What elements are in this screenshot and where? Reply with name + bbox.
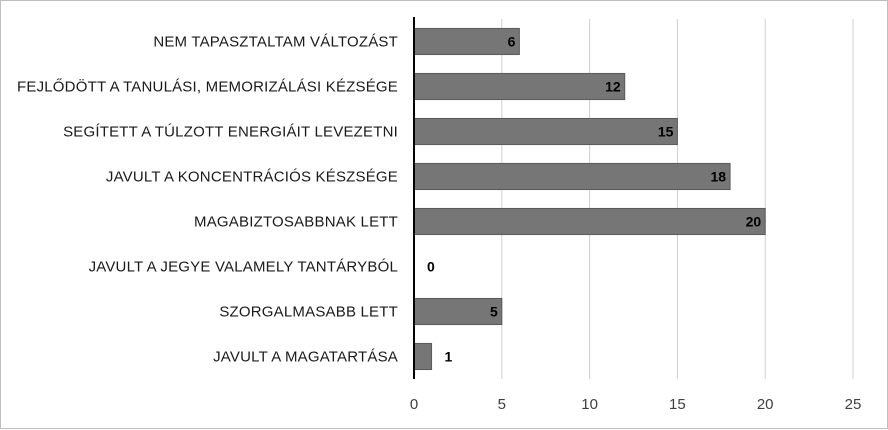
category-label: SZORGALMASABB LETT [219, 304, 398, 321]
x-tick-label: 25 [845, 396, 862, 413]
bar [413, 162, 731, 191]
category-label: FEJLŐDÖTT A TANULÁSI, MEMORIZÁLÁSI KÉZSÉ… [17, 78, 398, 96]
data-label: 0 [427, 259, 435, 275]
x-tick-label: 5 [498, 396, 506, 413]
bar [413, 342, 433, 371]
data-label: 15 [658, 124, 674, 140]
data-label: 18 [711, 169, 727, 185]
x-tick-label: 20 [757, 396, 774, 413]
data-label: 6 [508, 34, 516, 50]
bar [413, 117, 678, 146]
category-label: NEM TAPASZTALTAM VÁLTOZÁST [153, 34, 398, 51]
bar [413, 72, 626, 101]
data-labels: 6 12 15 18 20 0 5 1 [427, 34, 761, 365]
bar [413, 297, 503, 326]
x-tick-label: 15 [669, 396, 686, 413]
category-label: SEGÍTETT A TÚLZOTT ENERGIÁIT LEVEZETNI [63, 124, 398, 141]
x-tick-labels: 0 5 10 15 20 25 [410, 396, 862, 413]
x-tick-label: 0 [410, 396, 418, 413]
data-label: 1 [445, 349, 453, 365]
x-tick-label: 10 [581, 396, 598, 413]
category-label: JAVULT A KONCENTRÁCIÓS KÉSZSÉGE [106, 169, 398, 186]
bar [413, 27, 520, 56]
category-labels: NEM TAPASZTALTAM VÁLTOZÁST FEJLŐDÖTT A TA… [17, 34, 398, 366]
data-label: 20 [746, 214, 762, 230]
data-label: 5 [490, 304, 498, 320]
category-label: MAGABIZTOSABBNAK LETT [194, 214, 398, 231]
category-label: JAVULT A MAGATARTÁSA [213, 349, 398, 366]
category-label: JAVULT A JEGYE VALAMELY TANTÁRYBÓL [89, 259, 398, 276]
data-label: 12 [605, 79, 621, 95]
bar [413, 207, 766, 236]
